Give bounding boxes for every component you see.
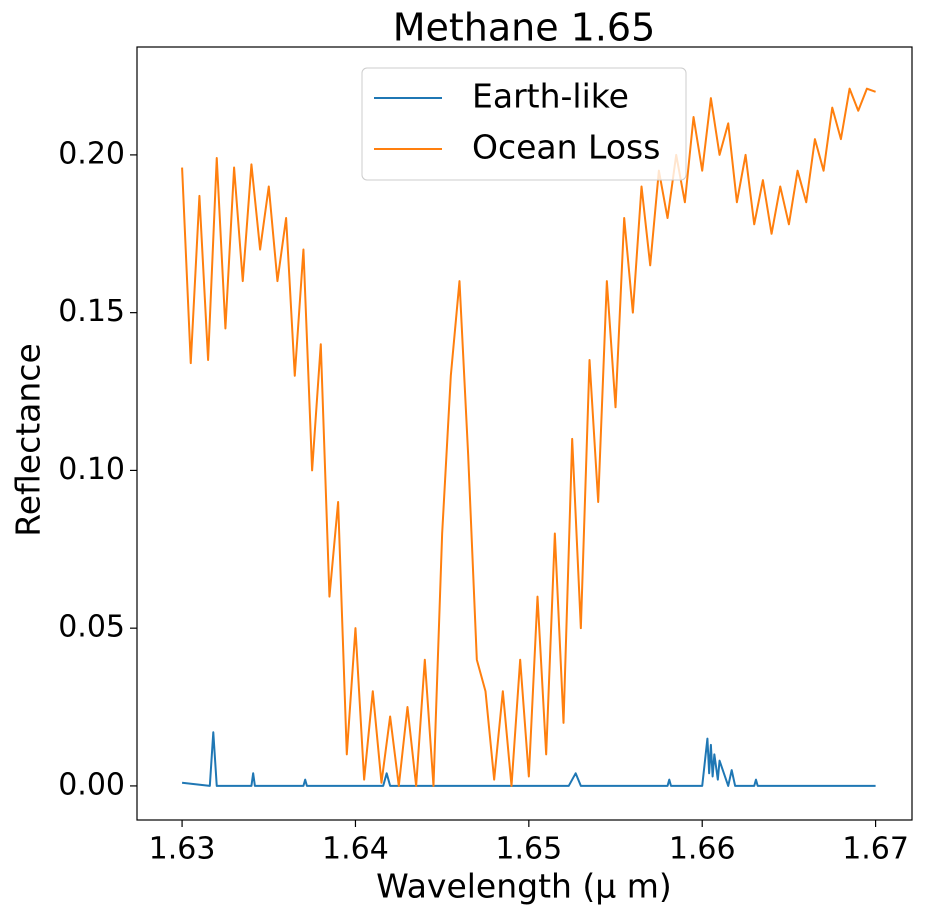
y-tick-label: 0.15 (58, 294, 125, 329)
y-tick-label: 0.00 (58, 767, 125, 802)
legend-label: Earth-like (472, 77, 629, 116)
x-tick-label: 1.67 (842, 832, 909, 867)
series-line (181, 87, 876, 787)
x-tick-label: 1.66 (669, 832, 736, 867)
y-tick-label: 0.05 (58, 610, 125, 645)
plot-frame (136, 46, 913, 821)
x-tick-label: 1.63 (149, 832, 216, 867)
x-tick-label: 1.64 (322, 832, 389, 867)
x-tick-label: 1.65 (495, 832, 562, 867)
legend-box (361, 67, 687, 181)
x-axis-label: Wavelength (μ m) (376, 867, 672, 906)
y-axis-label: Reflectance (9, 343, 48, 537)
y-tick-label: 0.10 (58, 452, 125, 487)
series-line (181, 731, 876, 787)
chart-title: Methane 1.65 (393, 6, 656, 50)
y-tick-label: 0.20 (58, 136, 125, 171)
legend-label: Ocean Loss (472, 128, 660, 167)
